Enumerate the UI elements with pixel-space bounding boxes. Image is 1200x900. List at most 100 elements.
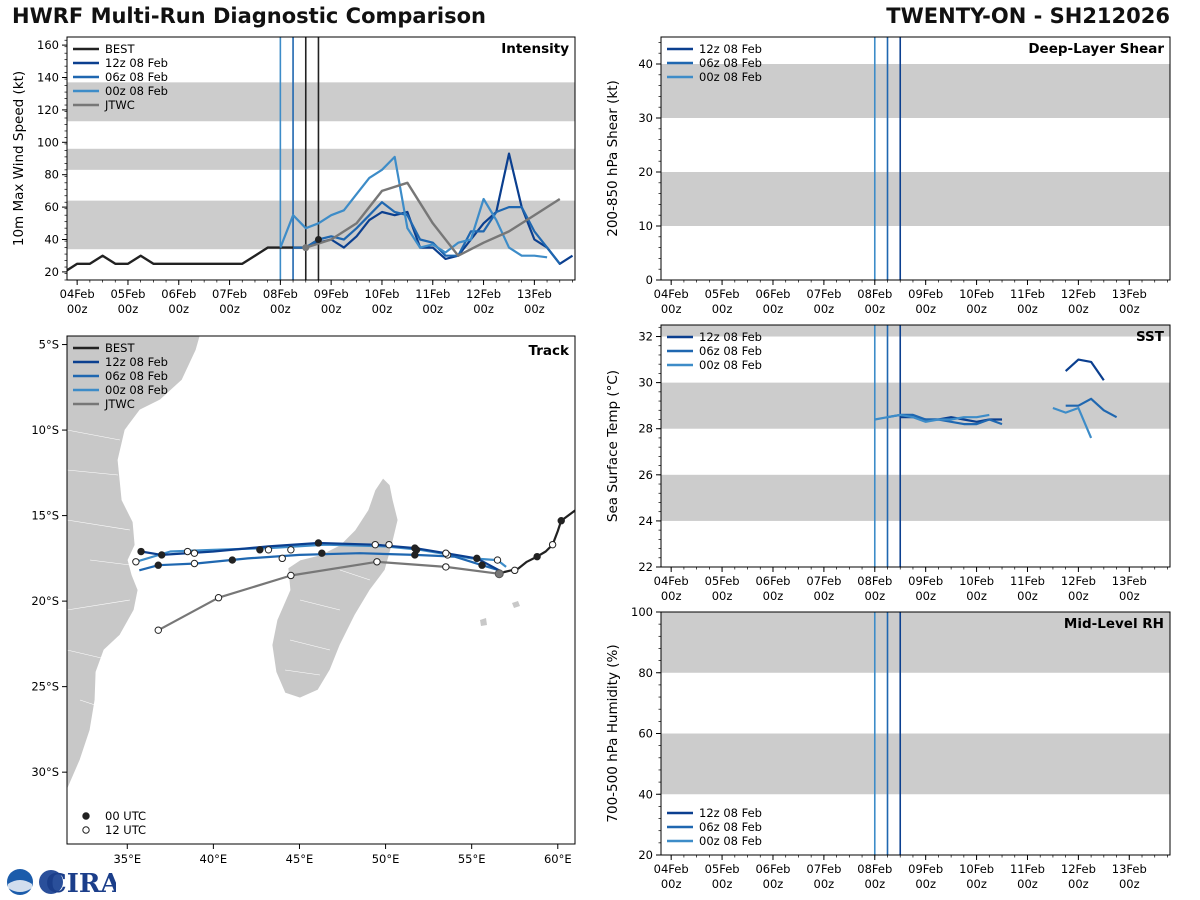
intensity-ylabel: 10m Max Wind Speed (kt)	[11, 71, 27, 246]
country-borders	[67, 429, 371, 706]
track-run12-fix-marker	[442, 549, 450, 557]
shear-xtick-label: 05Feb	[705, 287, 740, 301]
sst-xtick-label: 05Feb	[705, 574, 740, 588]
shear-xtick-label-hour: 00z	[864, 302, 885, 316]
intensity-jtwc-start-marker	[302, 244, 310, 252]
sst-panel: 22242628303204Feb00z05Feb00z06Feb00z07Fe…	[605, 324, 1171, 603]
track-legend-label: 00z 08 Feb	[105, 383, 168, 397]
sst-frame	[660, 324, 1171, 568]
shear-legend-label: 06z 08 Feb	[699, 56, 762, 70]
track-run00-fix-marker	[132, 558, 140, 566]
sst-xtick-label: 04Feb	[654, 574, 689, 588]
track-ytick-label: 10°S	[31, 423, 59, 437]
intensity-xtick-label-hour: 00z	[168, 302, 189, 316]
intensity-series-run12-line	[305, 152, 574, 265]
shear-band-1	[661, 64, 1170, 118]
track-best-fix-marker	[548, 540, 557, 549]
sst-xtick-label-hour: 00z	[814, 589, 835, 603]
shear-plot-area	[661, 37, 1170, 280]
intensity-xtick-label-hour: 00z	[372, 302, 393, 316]
rh-plot-area	[661, 612, 1170, 855]
track-best-fix-marker	[511, 566, 519, 575]
rh-xtick-label-hour: 00z	[712, 877, 733, 891]
rh-xtick-label-hour: 00z	[1119, 877, 1140, 891]
shear-panel-title: Deep-Layer Shear	[1028, 41, 1164, 57]
track-ytick-label: 15°S	[31, 509, 59, 523]
sst-ylabel: Sea Surface Temp (°C)	[605, 370, 621, 522]
intensity-ytick-label: 40	[44, 233, 59, 247]
sst-xtick-label-hour: 00z	[1017, 589, 1038, 603]
track-xtick-label: 60°E	[544, 852, 572, 866]
shear-xtick-label-hour: 00z	[661, 302, 682, 316]
sst-series-run00-line	[874, 413, 990, 423]
track-run12-fix-marker	[287, 546, 295, 554]
sst-band-0	[661, 474, 1170, 521]
storm-id-title: TWENTY-ON - SH212026	[886, 4, 1170, 28]
rh-xtick-label: 07Feb	[806, 862, 841, 876]
shear-xtick-label: 08Feb	[857, 287, 892, 301]
intensity-legend-label: BEST	[105, 42, 135, 56]
track-legend-label: BEST	[105, 341, 135, 355]
sst-ytick-label: 24	[638, 514, 653, 528]
intensity-xtick-label: 13Feb	[517, 287, 552, 301]
intensity-xtick-label-hour: 00z	[422, 302, 443, 316]
track-run00-fix-marker	[190, 549, 199, 557]
rh-ytick-label: 80	[638, 666, 653, 680]
shear-xtick-label-hour: 00z	[915, 302, 936, 316]
track-legend-label: 06z 08 Feb	[105, 369, 168, 383]
rh-xtick-label-hour: 00z	[1017, 877, 1038, 891]
sst-xtick-label: 13Feb	[1112, 574, 1147, 588]
sst-xtick-label: 07Feb	[806, 574, 841, 588]
track-jtwc-fix-marker	[442, 563, 450, 571]
track-run06-fix-marker	[411, 551, 419, 559]
sst-ytick-label: 30	[638, 376, 653, 390]
track-run06-fix-marker	[228, 556, 237, 564]
shear-ytick-label: 10	[638, 219, 653, 233]
track-ytick-label: 30°S	[31, 765, 59, 779]
figure-title: HWRF Multi-Run Diagnostic Comparison	[12, 4, 487, 28]
rh-ytick-label: 100	[631, 605, 653, 619]
sst-band-2	[661, 325, 1170, 337]
logo-text: CIRA	[46, 869, 116, 898]
track-current-position-marker	[494, 569, 504, 579]
rh-xtick-label-hour: 00z	[966, 877, 987, 891]
track-best-fix-marker	[557, 517, 565, 525]
intensity-legend-label: 12z 08 Feb	[105, 56, 168, 70]
sst-ytick-label: 26	[638, 468, 653, 482]
track-run12-fix-marker	[158, 551, 166, 559]
sst-xtick-label-hour: 00z	[712, 589, 733, 603]
sst-xtick-label: 09Feb	[908, 574, 943, 588]
rh-xtick-label: 10Feb	[959, 862, 994, 876]
shear-xtick-label: 04Feb	[654, 287, 689, 301]
intensity-xtick-label: 08Feb	[263, 287, 298, 301]
intensity-xtick-label: 04Feb	[60, 287, 95, 301]
track-run06-fix-marker	[278, 554, 286, 563]
track-run12-fix-marker	[256, 546, 264, 554]
shear-xtick-label: 10Feb	[959, 287, 994, 301]
track-jtwc-fix-marker	[154, 626, 162, 634]
track-ytick-label: 5°S	[39, 338, 59, 352]
shear-xtick-label-hour: 00z	[1017, 302, 1038, 316]
intensity-plot-area	[67, 37, 575, 280]
shear-ylabel: 200-850 hPa Shear (kt)	[605, 80, 621, 237]
sst-series-run12-line	[1064, 358, 1105, 381]
intensity-xtick-label: 05Feb	[110, 287, 145, 301]
intensity-legend-label: JTWC	[104, 98, 135, 112]
sst-legend-label: 06z 08 Feb	[699, 344, 762, 358]
sst-series-run00-line	[1052, 406, 1093, 439]
rh-panel-title: Mid-Level RH	[1064, 616, 1164, 632]
shear-xtick-label: 09Feb	[908, 287, 943, 301]
shear-xtick-label-hour: 00z	[1119, 302, 1140, 316]
intensity-xtick-label-hour: 00z	[67, 302, 88, 316]
intensity-panel: 2040608010012014016004Feb00z05Feb00z06Fe…	[11, 36, 576, 316]
sst-xtick-label: 12Feb	[1061, 574, 1096, 588]
intensity-ytick-label: 80	[44, 168, 59, 182]
track-jtwc-fix-marker	[373, 558, 381, 566]
track-run12-fix-marker	[314, 539, 323, 547]
sst-xtick-label: 08Feb	[857, 574, 892, 588]
track-xtick-label: 55°E	[458, 852, 486, 866]
track-marker-legend-symbol	[82, 812, 90, 820]
rh-xtick-label-hour: 00z	[814, 877, 835, 891]
track-legend-label: 12z 08 Feb	[105, 355, 168, 369]
